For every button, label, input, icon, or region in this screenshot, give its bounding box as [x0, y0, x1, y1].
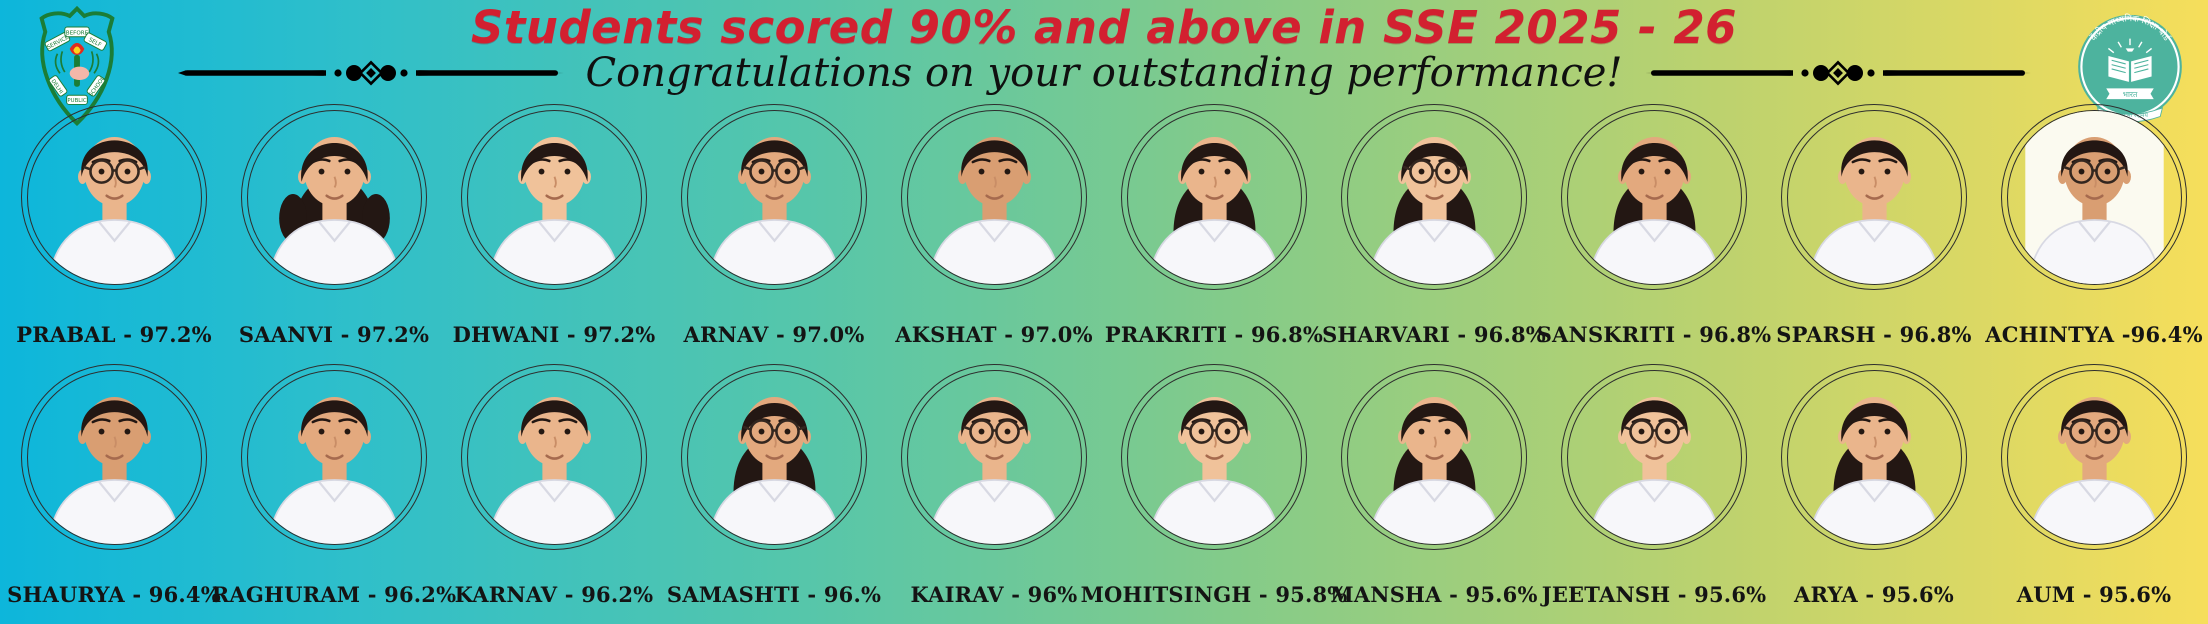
student-label: DHWANI - 97.2% — [452, 322, 656, 347]
student-label: SHARVARI - 96.8% — [1322, 322, 1546, 347]
photo-outer-ring — [1561, 104, 1747, 290]
student-photo — [686, 369, 862, 545]
student-label: JEETANSH - 95.6% — [1541, 582, 1767, 607]
student-label: SAANVI - 97.2% — [238, 322, 430, 347]
student-photo — [466, 109, 642, 285]
student-photo — [466, 369, 642, 545]
student-label: AUM - 95.6% — [2016, 582, 2172, 607]
student-photo — [26, 369, 202, 545]
photo-outer-ring — [1341, 364, 1527, 550]
cbse-banner — [2106, 88, 2154, 100]
student-card: SAANVI - 97.2% — [224, 104, 444, 347]
student-photo — [1786, 109, 1962, 285]
student-photo — [2006, 109, 2182, 285]
student-label: AKSHAT - 97.0% — [895, 322, 1093, 347]
student-photo — [686, 109, 862, 285]
subtitle-row: Congratulations on your outstanding perf… — [0, 48, 2208, 98]
student-card: ARNAV - 97.0% — [664, 104, 884, 347]
divider-ornament-right — [1644, 60, 2031, 86]
photo-outer-ring — [681, 104, 867, 290]
student-label: PRABAL - 97.2% — [16, 322, 212, 347]
student-card: KAIRAV - 96% — [884, 364, 1104, 607]
photo-outer-ring — [241, 104, 427, 290]
student-photo — [1786, 369, 1962, 545]
students-row-1: PRABAL - 97.2% SAANVI - 97.2% DHWANI - 9… — [4, 104, 2204, 347]
student-label: MOHITSINGH - 95.8% — [1080, 582, 1348, 607]
dps-school-word: PUBLIC — [67, 98, 86, 104]
student-card: ARYA - 95.6% — [1764, 364, 1984, 607]
photo-outer-ring — [1121, 364, 1307, 550]
photo-outer-ring — [2001, 104, 2187, 290]
student-card: PRABAL - 97.2% — [4, 104, 224, 347]
student-card: MOHITSINGH - 95.8% — [1081, 364, 1347, 607]
student-card: MANSHA - 95.6% — [1324, 364, 1544, 607]
student-card: AUM - 95.6% — [1984, 364, 2204, 607]
student-card: SPARSH - 96.8% — [1764, 104, 1984, 347]
photo-outer-ring — [461, 364, 647, 550]
student-label: SHAURYA - 96.4% — [7, 582, 221, 607]
photo-outer-ring — [1561, 364, 1747, 550]
student-photo — [246, 109, 422, 285]
student-photo — [1346, 369, 1522, 545]
cbse-banner-text: भारत — [2123, 90, 2138, 99]
student-photo — [26, 109, 202, 285]
student-label: ACHINTYA -96.4% — [1985, 322, 2203, 347]
dps-laurel — [54, 51, 100, 74]
student-label: PRAKRITI - 96.8% — [1104, 322, 1324, 347]
student-photo — [2006, 369, 2182, 545]
photo-outer-ring — [1121, 104, 1307, 290]
dps-school-crest-logo: SERVICE BEFORE SELF DELHI PUBLIC SCHOOL — [39, 5, 115, 127]
student-card: SANSKRITI - 96.8% — [1537, 104, 1771, 347]
student-label: SANSKRITI - 96.8% — [1536, 322, 1772, 347]
student-card: PRAKRITI - 96.8% — [1104, 104, 1324, 347]
student-photo — [246, 369, 422, 545]
student-card: JEETANSH - 95.6% — [1541, 364, 1767, 607]
photo-outer-ring — [461, 104, 647, 290]
cbse-rays — [2107, 38, 2153, 54]
cbse-lamp — [2125, 48, 2135, 52]
student-photo — [1126, 369, 1302, 545]
student-card: SHARVARI - 96.8% — [1322, 104, 1546, 347]
dps-motto-word: BEFORE — [66, 30, 89, 36]
student-label: ARYA - 95.6% — [1794, 582, 1954, 607]
student-label: KAIRAV - 96% — [910, 582, 1078, 607]
student-card: SHAURYA - 96.4% — [4, 364, 224, 607]
student-label: RAGHURAM - 96.2% — [211, 582, 457, 607]
photo-outer-ring — [1781, 364, 1967, 550]
student-card: KARNAV - 96.2% — [444, 364, 664, 607]
student-card: RAGHURAM - 96.2% — [212, 364, 456, 607]
student-card: DHWANI - 97.2% — [444, 104, 664, 347]
photo-outer-ring — [21, 104, 207, 290]
student-label: SAMASHTI - 96.% — [666, 582, 882, 607]
student-photo — [906, 109, 1082, 285]
photo-outer-ring — [901, 364, 1087, 550]
student-label: ARNAV - 97.0% — [683, 322, 865, 347]
student-label: SPARSH - 96.8% — [1776, 322, 1972, 347]
photo-outer-ring — [2001, 364, 2187, 550]
student-card: ACHINTYA -96.4% — [1984, 104, 2204, 347]
photo-outer-ring — [21, 364, 207, 550]
photo-outer-ring — [1341, 104, 1527, 290]
student-photo — [906, 369, 1082, 545]
photo-outer-ring — [1781, 104, 1967, 290]
student-card: SAMASHTI - 96.% — [664, 364, 884, 607]
student-photo — [1566, 109, 1742, 285]
dps-torch — [69, 42, 90, 87]
dps-motto-word: SELF — [87, 37, 102, 49]
student-photo — [1566, 369, 1742, 545]
student-photo — [1346, 109, 1522, 285]
student-photo — [1126, 109, 1302, 285]
photo-outer-ring — [901, 104, 1087, 290]
student-card: AKSHAT - 97.0% — [884, 104, 1104, 347]
photo-outer-ring — [681, 364, 867, 550]
student-label: MANSHA - 95.6% — [1330, 582, 1538, 607]
banner-title: Students scored 90% and above in SSE 202… — [471, 1, 1737, 54]
divider-ornament-left — [177, 60, 564, 86]
students-row-2: SHAURYA - 96.4% RAGHURAM - 96.2% KARNAV … — [4, 364, 2204, 607]
banner-subtitle: Congratulations on your outstanding perf… — [585, 50, 1623, 96]
cbse-book — [2108, 55, 2152, 82]
photo-outer-ring — [241, 364, 427, 550]
student-label: KARNAV - 96.2% — [454, 582, 654, 607]
